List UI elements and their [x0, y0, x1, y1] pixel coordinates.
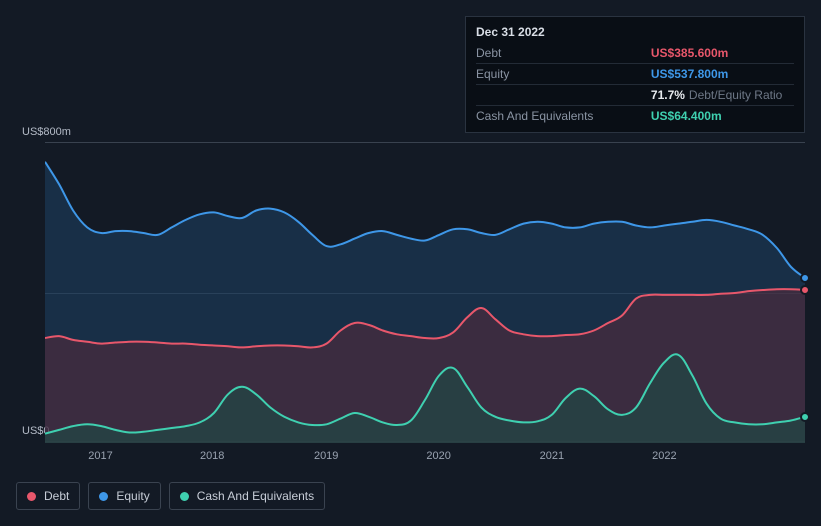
tooltip-value-debt: US$385.600m: [651, 43, 794, 64]
tooltip-label-debt: Debt: [476, 43, 651, 64]
tooltip-value-equity: US$537.800m: [651, 64, 794, 85]
legend: Debt Equity Cash And Equivalents: [16, 482, 325, 510]
legend-item-debt[interactable]: Debt: [16, 482, 80, 510]
equity-end-marker: [800, 273, 810, 283]
tooltip-label-equity: Equity: [476, 64, 651, 85]
x-tick: 2018: [200, 450, 224, 462]
legend-label: Equity: [116, 489, 149, 503]
x-tick: 2021: [540, 450, 564, 462]
legend-label: Debt: [44, 489, 69, 503]
tooltip-label-cash: Cash And Equivalents: [476, 106, 651, 127]
x-tick: 2017: [88, 450, 112, 462]
equity-swatch: [99, 492, 108, 501]
x-tick: 2020: [426, 450, 450, 462]
legend-label: Cash And Equivalents: [197, 489, 314, 503]
tooltip-value-ratio: 71.7%Debt/Equity Ratio: [651, 85, 794, 106]
tooltip-table: Debt US$385.600m Equity US$537.800m 71.7…: [476, 43, 794, 126]
tooltip: Dec 31 2022 Debt US$385.600m Equity US$5…: [465, 16, 805, 133]
plot-area[interactable]: [45, 142, 805, 442]
y-axis-max-label: US$800m: [22, 126, 71, 138]
tooltip-value-cash: US$64.400m: [651, 106, 794, 127]
debt-swatch: [27, 492, 36, 501]
x-tick: 2019: [314, 450, 338, 462]
x-tick: 2022: [652, 450, 676, 462]
x-axis: 2017 2018 2019 2020 2021 2022: [45, 450, 805, 468]
cash-end-marker: [800, 412, 810, 422]
debt-end-marker: [800, 285, 810, 295]
tooltip-date: Dec 31 2022: [476, 23, 794, 43]
tooltip-label-ratio: [476, 85, 651, 106]
legend-item-cash[interactable]: Cash And Equivalents: [169, 482, 325, 510]
chart-container: Dec 31 2022 Debt US$385.600m Equity US$5…: [0, 0, 821, 526]
cash-swatch: [180, 492, 189, 501]
legend-item-equity[interactable]: Equity: [88, 482, 160, 510]
plot-svg: [45, 143, 805, 443]
